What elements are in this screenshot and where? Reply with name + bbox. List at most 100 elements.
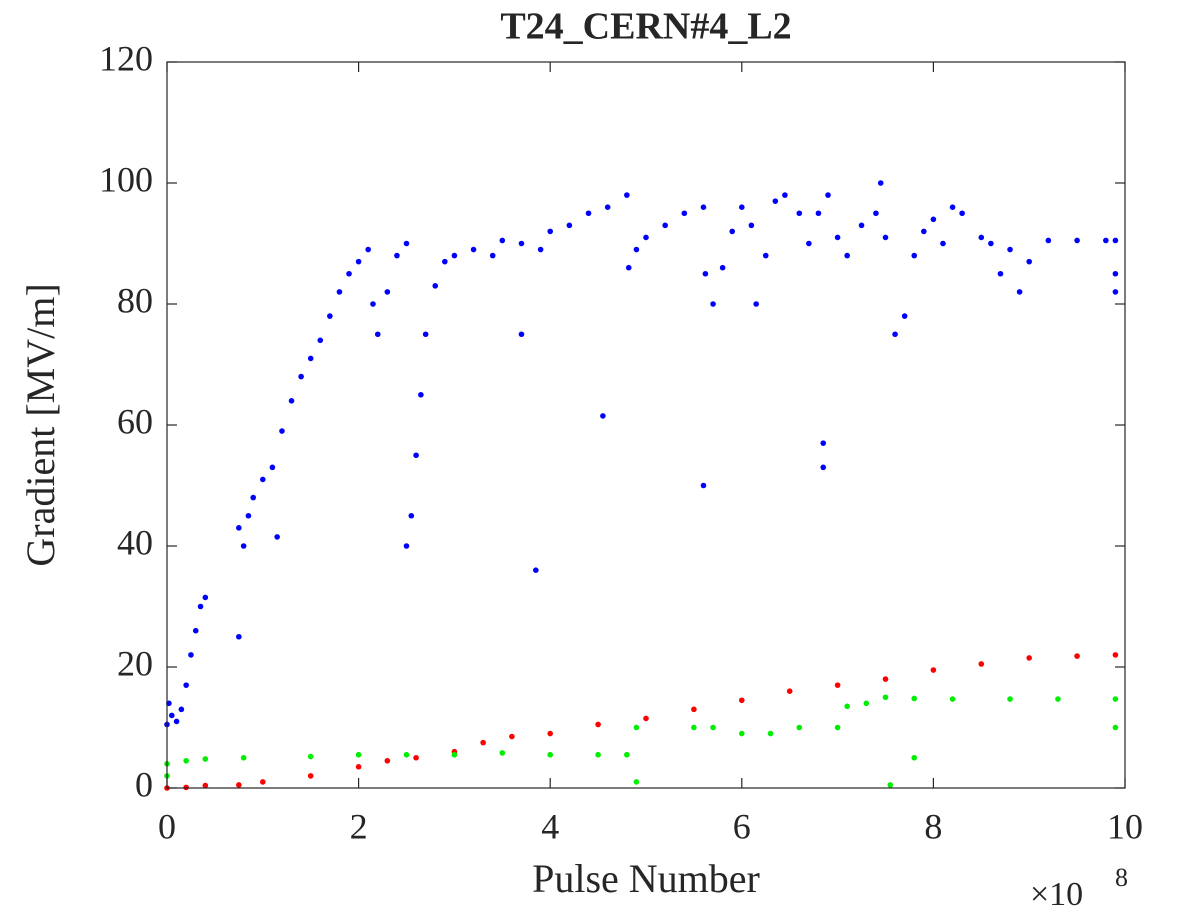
- point: [834, 682, 841, 688]
- point: [796, 724, 803, 731]
- point: [274, 534, 280, 540]
- plot-area: [164, 180, 1119, 791]
- x-scale-exponent: 8: [1115, 863, 1128, 892]
- point: [384, 289, 391, 295]
- point: [288, 398, 295, 404]
- point: [863, 700, 870, 707]
- point: [566, 222, 573, 229]
- point: [767, 730, 774, 737]
- point: [844, 252, 850, 259]
- point: [1074, 653, 1080, 659]
- point: [700, 482, 707, 489]
- point: [959, 210, 965, 217]
- point: [786, 688, 793, 694]
- point: [418, 391, 424, 398]
- y-tick-label: 0: [135, 764, 153, 804]
- point: [269, 464, 276, 471]
- point: [877, 180, 884, 186]
- point: [384, 757, 391, 764]
- point: [595, 751, 601, 758]
- point: [470, 246, 477, 253]
- point: [815, 210, 822, 217]
- point: [691, 706, 697, 713]
- y-tick-label: 40: [117, 522, 153, 562]
- point: [279, 428, 285, 434]
- point: [681, 210, 688, 217]
- point: [236, 782, 242, 788]
- point: [949, 696, 956, 702]
- point: [403, 543, 410, 549]
- x-tick-label: 10: [1107, 806, 1143, 846]
- point: [327, 313, 333, 319]
- point: [408, 512, 415, 519]
- point: [236, 525, 242, 531]
- point: [188, 652, 194, 658]
- point: [260, 476, 266, 483]
- point: [403, 240, 410, 247]
- point: [518, 240, 525, 247]
- point: [930, 216, 937, 223]
- point: [173, 718, 180, 725]
- point: [834, 724, 841, 731]
- point: [1112, 237, 1119, 244]
- point: [1026, 258, 1032, 265]
- point: [336, 289, 343, 295]
- point: [547, 228, 553, 235]
- point: [1112, 270, 1119, 277]
- point: [240, 543, 247, 549]
- point: [547, 751, 553, 758]
- point: [1112, 652, 1119, 658]
- point: [911, 754, 918, 761]
- point: [624, 751, 630, 758]
- point: [250, 494, 257, 501]
- point: [595, 721, 601, 728]
- point: [183, 682, 189, 688]
- point: [753, 301, 759, 307]
- point: [374, 331, 381, 338]
- point: [739, 730, 745, 737]
- point: [796, 210, 803, 217]
- point: [887, 782, 894, 788]
- point: [825, 192, 831, 198]
- point: [442, 258, 448, 265]
- point: [432, 283, 439, 289]
- y-axis-label: Gradient [MV/m]: [18, 283, 63, 566]
- point: [245, 512, 252, 519]
- y-tick-label: 100: [99, 159, 153, 199]
- point: [662, 222, 668, 229]
- point: [1112, 696, 1119, 702]
- point: [1055, 696, 1061, 702]
- point: [413, 754, 419, 761]
- point: [355, 258, 362, 265]
- point: [739, 204, 745, 210]
- point: [762, 252, 769, 259]
- point: [183, 757, 189, 764]
- point: [365, 246, 371, 253]
- point: [997, 270, 1004, 277]
- y-tick-label: 120: [99, 38, 153, 78]
- point: [834, 234, 841, 241]
- point: [240, 754, 247, 761]
- point: [547, 730, 553, 737]
- x-tick-label: 0: [158, 806, 176, 846]
- point: [604, 204, 611, 210]
- point: [911, 252, 918, 259]
- point: [413, 452, 419, 459]
- point: [820, 464, 827, 471]
- point: [298, 373, 304, 380]
- point: [260, 779, 266, 785]
- point: [1026, 655, 1032, 661]
- point: [844, 703, 850, 710]
- point: [585, 210, 592, 217]
- y-tick-label: 60: [117, 401, 153, 441]
- point: [499, 237, 506, 244]
- point: [422, 331, 429, 338]
- point: [710, 724, 716, 731]
- x-tick-label: 6: [733, 806, 751, 846]
- point: [1016, 289, 1023, 295]
- point: [1103, 237, 1109, 244]
- point: [197, 603, 204, 610]
- point: [499, 750, 506, 756]
- x-tick-label: 8: [924, 806, 942, 846]
